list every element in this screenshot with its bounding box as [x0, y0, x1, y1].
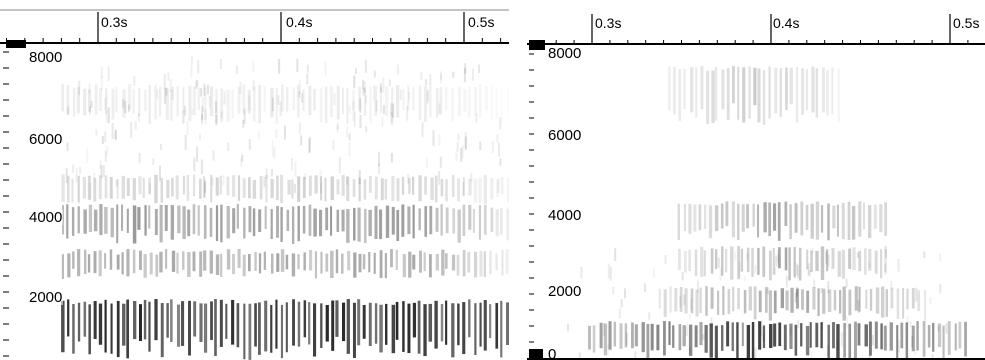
- time-label-0-5s: 0.5s: [953, 15, 980, 31]
- time-ruler[interactable]: 0.3s 0.4s 0.5s: [0, 0, 509, 44]
- spectral-energy: [61, 55, 509, 360]
- freq-label-8000: 8000: [28, 49, 64, 66]
- freq-label-6000: 6000: [547, 127, 583, 144]
- time-ruler-ticks: [0, 9, 509, 44]
- time-label-0-4s: 0.4s: [773, 15, 800, 31]
- freq-label-8000: 8000: [547, 45, 583, 62]
- time-label-0-5s: 0.5s: [468, 14, 495, 30]
- spectral-energy: [567, 66, 967, 360]
- spectrogram-panel-left: 0.3s 0.4s 0.5s 8000 6000 4000 2000: [0, 0, 509, 360]
- time-label-0-3s: 0.3s: [595, 15, 622, 31]
- spectrogram-display[interactable]: 8000 6000 4000 2000: [0, 40, 509, 360]
- spectrogram-panel-right: 0.3s 0.4s 0.5s 8000 6000 4000 2000 0: [527, 0, 985, 360]
- freq-label-4000: 4000: [28, 209, 64, 226]
- freq-label-4000: 4000: [547, 207, 583, 224]
- freq-label-2000: 2000: [547, 283, 583, 300]
- panel-gap: [509, 0, 527, 360]
- cursor-marker[interactable]: [529, 40, 545, 50]
- time-ruler-ticks: [527, 14, 985, 45]
- time-label-0-4s: 0.4s: [286, 14, 313, 30]
- spectrogram-image: [3, 51, 509, 360]
- time-ruler[interactable]: 0.3s 0.4s 0.5s: [527, 0, 985, 45]
- freq-label-2000: 2000: [28, 289, 64, 306]
- spectrogram-display[interactable]: 8000 6000 4000 2000 0: [527, 40, 985, 360]
- cursor-marker[interactable]: [6, 40, 26, 48]
- spectrogram-image: [527, 53, 985, 360]
- freq-label-0: 0: [548, 346, 557, 360]
- freq-label-6000: 6000: [28, 131, 64, 148]
- bottom-cursor-marker[interactable]: [529, 349, 543, 360]
- time-label-0-3s: 0.3s: [101, 14, 128, 30]
